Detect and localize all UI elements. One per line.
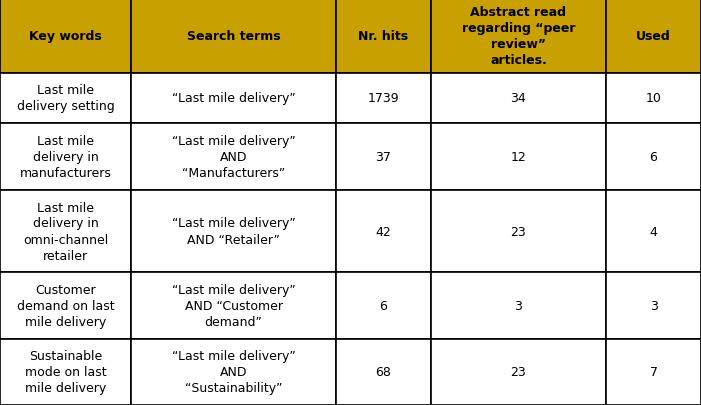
Text: 34: 34 xyxy=(510,92,526,105)
Text: Key words: Key words xyxy=(29,30,102,43)
Bar xyxy=(606,273,701,339)
Bar xyxy=(606,190,701,273)
Bar xyxy=(606,0,701,73)
Bar xyxy=(132,190,336,273)
Bar xyxy=(132,73,336,124)
Bar xyxy=(0,273,132,339)
Text: 12: 12 xyxy=(510,151,526,164)
Bar xyxy=(336,73,431,124)
Bar xyxy=(0,339,132,405)
Bar xyxy=(0,0,132,73)
Text: Nr. hits: Nr. hits xyxy=(358,30,409,43)
Text: Last mile
delivery in
manufacturers: Last mile delivery in manufacturers xyxy=(20,134,111,179)
Text: 68: 68 xyxy=(376,365,391,378)
Bar xyxy=(606,339,701,405)
Text: 1739: 1739 xyxy=(367,92,399,105)
Text: 23: 23 xyxy=(510,365,526,378)
Text: 4: 4 xyxy=(650,225,658,238)
Text: “Last mile delivery”
AND “Customer
demand”: “Last mile delivery” AND “Customer deman… xyxy=(172,284,296,328)
Bar xyxy=(0,190,132,273)
Bar xyxy=(431,190,606,273)
Text: “Last mile delivery”: “Last mile delivery” xyxy=(172,92,296,105)
Bar xyxy=(336,190,431,273)
Bar xyxy=(336,124,431,190)
Text: “Last mile delivery”
AND “Retailer”: “Last mile delivery” AND “Retailer” xyxy=(172,217,296,246)
Bar xyxy=(431,124,606,190)
Text: 10: 10 xyxy=(646,92,662,105)
Text: 7: 7 xyxy=(650,365,658,378)
Bar xyxy=(336,0,431,73)
Text: 6: 6 xyxy=(379,299,387,312)
Text: “Last mile delivery”
AND
“Sustainability”: “Last mile delivery” AND “Sustainability… xyxy=(172,350,296,394)
Text: Last mile
delivery setting: Last mile delivery setting xyxy=(17,84,114,113)
Text: Abstract read
regarding “peer
review”
articles.: Abstract read regarding “peer review” ar… xyxy=(462,6,576,67)
Text: Search terms: Search terms xyxy=(187,30,280,43)
Text: 23: 23 xyxy=(510,225,526,238)
Text: Customer
demand on last
mile delivery: Customer demand on last mile delivery xyxy=(17,284,114,328)
Bar xyxy=(132,339,336,405)
Bar xyxy=(336,339,431,405)
Bar xyxy=(0,73,132,124)
Text: 3: 3 xyxy=(515,299,522,312)
Bar xyxy=(431,0,606,73)
Text: 6: 6 xyxy=(650,151,658,164)
Text: “Last mile delivery”
AND
“Manufacturers”: “Last mile delivery” AND “Manufacturers” xyxy=(172,134,296,179)
Bar xyxy=(132,124,336,190)
Bar xyxy=(431,73,606,124)
Text: 3: 3 xyxy=(650,299,658,312)
Bar xyxy=(431,339,606,405)
Text: 37: 37 xyxy=(376,151,391,164)
Text: Used: Used xyxy=(637,30,671,43)
Bar xyxy=(431,273,606,339)
Bar xyxy=(132,0,336,73)
Text: 42: 42 xyxy=(376,225,391,238)
Bar xyxy=(132,273,336,339)
Bar xyxy=(606,124,701,190)
Bar xyxy=(0,124,132,190)
Bar xyxy=(606,73,701,124)
Bar xyxy=(336,273,431,339)
Text: Last mile
delivery in
omni-channel
retailer: Last mile delivery in omni-channel retai… xyxy=(23,201,109,262)
Text: Sustainable
mode on last
mile delivery: Sustainable mode on last mile delivery xyxy=(25,350,107,394)
